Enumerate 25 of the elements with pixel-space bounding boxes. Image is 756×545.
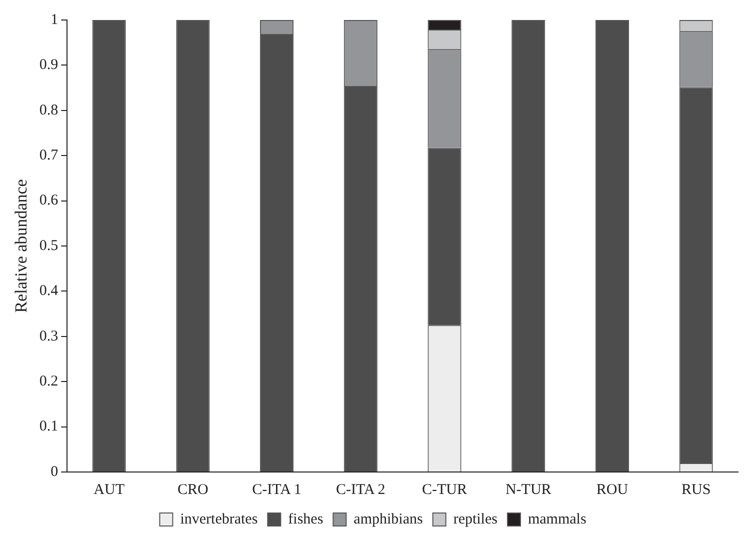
y-tick-label: 0.9 — [39, 57, 58, 74]
y-tick-label: 0.5 — [39, 238, 58, 254]
x-tick-label: C-ITA 2 — [336, 482, 386, 498]
x-tick-label: AUT — [94, 482, 124, 498]
x-tick-label: ROU — [596, 482, 628, 498]
legend-label: mammals — [528, 511, 586, 528]
legend-label: fishes — [288, 511, 324, 528]
x-tick-label: RUS — [681, 482, 711, 498]
y-tick-label: 0.7 — [39, 148, 59, 164]
legend-label: reptiles — [453, 511, 498, 528]
y-tick-label: 0.3 — [39, 328, 58, 344]
legend-label: invertebrates — [180, 511, 258, 528]
x-tick-label: N-TUR — [505, 482, 552, 498]
y-tick-label: 0.2 — [39, 374, 58, 390]
x-tick-label: C-TUR — [422, 482, 468, 498]
y-tick-label: 0.1 — [39, 418, 58, 435]
x-tick-label: C-ITA 1 — [252, 482, 302, 498]
legend-label: amphibians — [354, 511, 423, 528]
x-tick-label: CRO — [178, 482, 209, 498]
y-tick-label: 0 — [50, 464, 58, 480]
y-tick-label: 1 — [50, 12, 58, 28]
y-axis-title: Relative abundance — [12, 179, 31, 313]
y-tick-label: 0.6 — [39, 192, 59, 209]
y-tick-label: 0.8 — [39, 102, 58, 118]
y-tick-label: 0.4 — [39, 283, 59, 300]
